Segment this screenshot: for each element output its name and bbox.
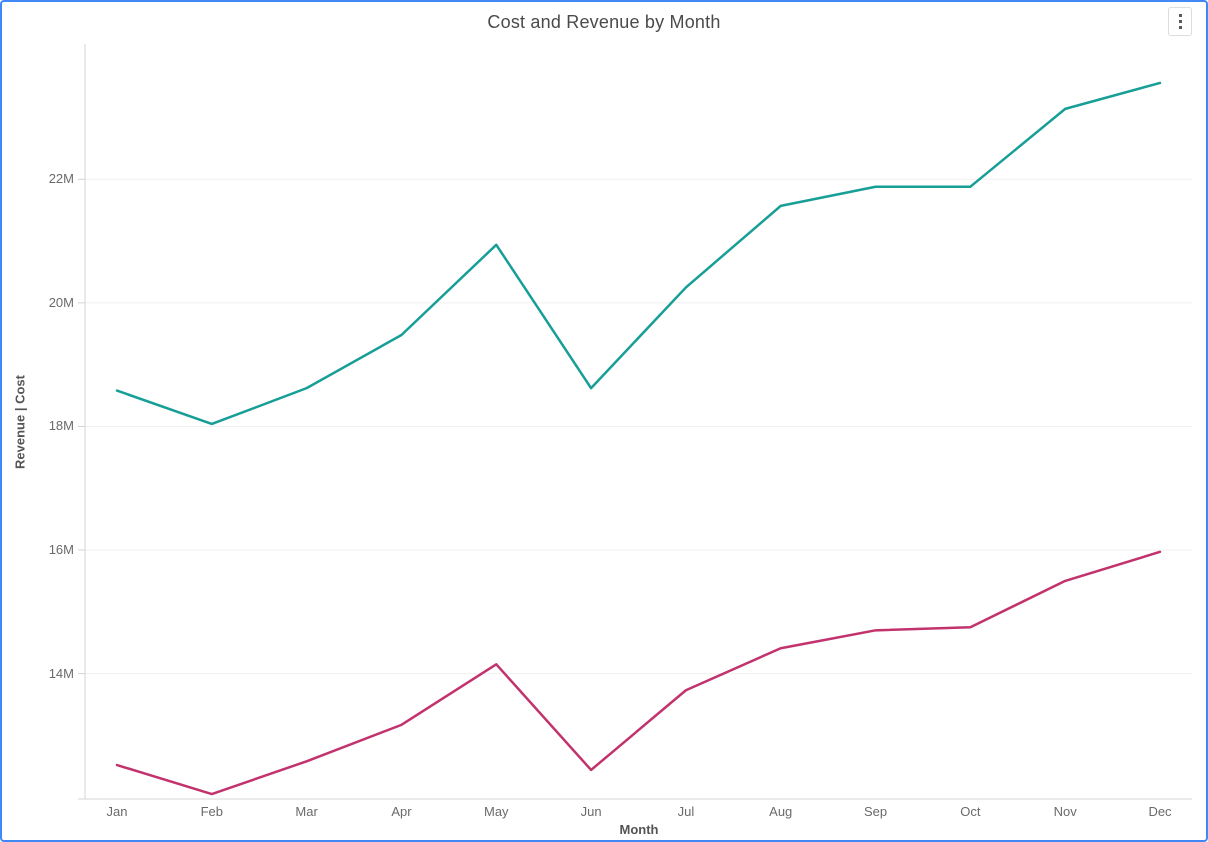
x-tick-label: Feb: [200, 804, 224, 819]
x-tick-label: Oct: [960, 804, 981, 819]
x-tick-label: Jan: [106, 804, 128, 819]
series-line-cost: [115, 550, 1162, 796]
x-tick-label: Jul: [677, 804, 695, 819]
x-axis-title: Month: [619, 822, 659, 837]
x-tick-label: Aug: [769, 804, 793, 819]
y-tick-label: 16M: [48, 542, 74, 557]
x-tick-label: Apr: [391, 804, 412, 819]
x-tick-label: Jun: [580, 804, 602, 819]
chart-title: Cost and Revenue by Month: [487, 12, 721, 32]
y-tick-label: 14M: [48, 665, 74, 681]
chart-menu-button[interactable]: [1168, 7, 1192, 36]
series-line-revenue: [115, 81, 1162, 426]
x-tick-label: Sep: [863, 804, 888, 819]
y-tick-label: 22M: [48, 171, 74, 187]
x-tick-label: Nov: [1053, 804, 1077, 819]
y-tick-label: 18M: [48, 418, 74, 434]
x-tick-label: Dec: [1148, 804, 1172, 819]
kebab-menu-icon: [1178, 14, 1182, 29]
x-tick-label: Mar: [295, 804, 318, 819]
y-tick-label: 20M: [48, 294, 74, 310]
y-axis-title: Revenue | Cost: [12, 375, 28, 469]
x-tick-label: May: [483, 804, 509, 819]
